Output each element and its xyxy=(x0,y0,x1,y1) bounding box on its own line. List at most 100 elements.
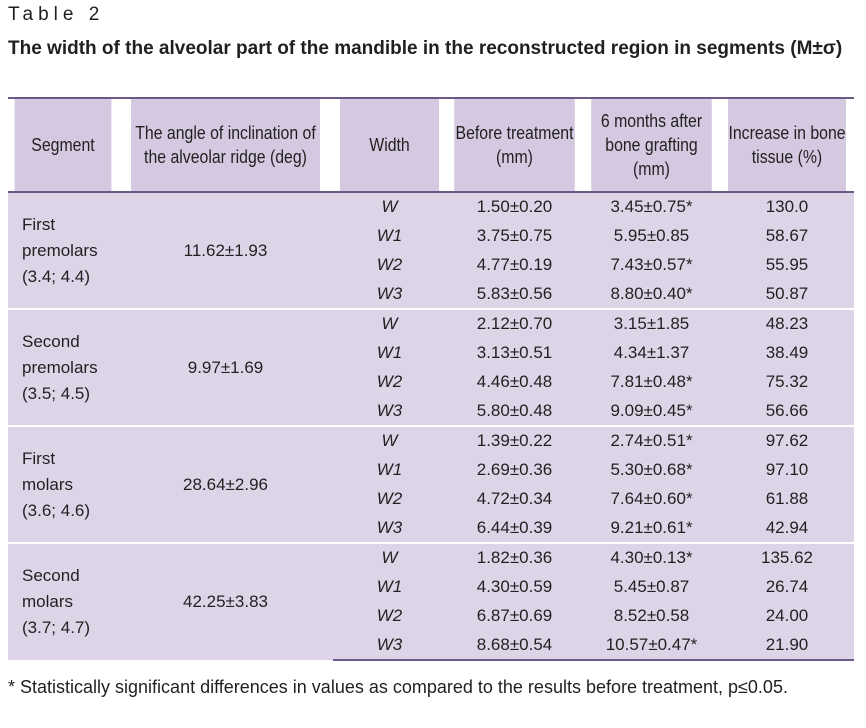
after-cell: 7.43±0.57* xyxy=(583,250,720,280)
segment-code: (3.6; 4.6) xyxy=(22,500,91,520)
width-cell: W3 xyxy=(333,630,446,661)
increase-cell: 97.10 xyxy=(720,455,854,485)
angle-cell: 28.64±2.96 xyxy=(118,425,333,543)
after-cell: 5.95±0.85 xyxy=(583,221,720,251)
segment-name: Second molars xyxy=(22,566,80,611)
after-cell: 3.15±1.85 xyxy=(583,308,720,339)
column-header-before: Before treatment (mm) xyxy=(454,98,575,192)
table-row: W1 3.75±0.75 5.95±0.85 58.67 xyxy=(8,221,854,251)
angle-cell: 42.25±3.83 xyxy=(118,542,333,660)
footnote: * Statistically significant differences … xyxy=(8,677,788,697)
table-row: Second molars (3.7; 4.7) 42.25±3.83 W 1.82±0… xyxy=(8,542,854,660)
data-table: Segment The angle of inclination of the … xyxy=(8,97,854,661)
before-cell: 4.77±0.19 xyxy=(446,250,583,280)
table-row: First molars (3.6; 4.6) 28.64±2.96 W 1.39±0.… xyxy=(8,425,854,543)
table-row: W1 2.69±0.36 5.30±0.68* 97.10 xyxy=(8,455,854,485)
increase-cell: 61.88 xyxy=(720,484,854,514)
width-cell: W2 xyxy=(333,601,446,631)
after-cell: 5.30±0.68* xyxy=(583,455,720,485)
column-header-width: Width xyxy=(339,98,440,192)
table-row: W2 4.46±0.48 7.81±0.48* 75.32 xyxy=(8,367,854,397)
table-row: W3 6.44±0.39 9.21±0.61* 42.94 xyxy=(8,513,854,543)
width-cell: W1 xyxy=(333,221,446,251)
table-row: W3 5.83±0.56 8.80±0.40* 50.87 xyxy=(8,279,854,309)
increase-cell: 130.0 xyxy=(720,192,854,222)
increase-cell: 55.95 xyxy=(720,250,854,280)
increase-cell: 38.49 xyxy=(720,338,854,368)
before-cell: 8.68±0.54 xyxy=(446,630,583,661)
angle-cell: 11.62±1.93 xyxy=(118,192,333,309)
increase-cell: 48.23 xyxy=(720,308,854,339)
before-cell: 2.12±0.70 xyxy=(446,308,583,339)
width-cell: W xyxy=(333,308,446,339)
table-row: W2 4.72±0.34 7.64±0.60* 61.88 xyxy=(8,484,854,514)
segment-name: Second premolars xyxy=(22,331,98,377)
table-row: W1 3.13±0.51 4.34±1.37 38.49 xyxy=(8,338,854,368)
table-body: First premolars (3.4; 4.4) 11.62±1.93 W 1.50… xyxy=(8,192,854,661)
width-cell: W3 xyxy=(333,279,446,309)
before-cell: 1.50±0.20 xyxy=(446,192,583,222)
width-cell: W2 xyxy=(333,250,446,280)
width-cell: W xyxy=(333,425,446,456)
segment-code: (3.4; 4.4) xyxy=(22,266,91,286)
before-cell: 4.72±0.34 xyxy=(446,484,583,514)
width-cell: W1 xyxy=(333,338,446,368)
segment-name: First premolars xyxy=(22,214,98,260)
after-cell: 2.74±0.51* xyxy=(583,425,720,456)
increase-cell: 135.62 xyxy=(720,542,854,573)
after-cell: 9.09±0.45* xyxy=(583,396,720,426)
table-row: W3 8.68±0.54 10.57±0.47* 21.90 xyxy=(8,630,854,661)
before-cell: 4.46±0.48 xyxy=(446,367,583,397)
before-cell: 3.75±0.75 xyxy=(446,221,583,251)
after-cell: 3.45±0.75* xyxy=(583,192,720,222)
column-header-increase: Increase in bone tissue (%) xyxy=(728,98,846,192)
increase-cell: 42.94 xyxy=(720,513,854,543)
after-cell: 8.52±0.58 xyxy=(583,601,720,631)
before-cell: 6.87±0.69 xyxy=(446,601,583,631)
width-cell: W xyxy=(333,542,446,573)
segment-code: (3.5; 4.5) xyxy=(22,383,91,403)
increase-cell: 24.00 xyxy=(720,601,854,631)
increase-cell: 50.87 xyxy=(720,279,854,309)
table-row: W2 4.77±0.19 7.43±0.57* 55.95 xyxy=(8,250,854,280)
before-cell: 6.44±0.39 xyxy=(446,513,583,543)
before-cell: 1.82±0.36 xyxy=(446,542,583,573)
after-cell: 9.21±0.61* xyxy=(583,513,720,543)
before-cell: 1.39±0.22 xyxy=(446,425,583,456)
increase-cell: 97.62 xyxy=(720,425,854,456)
table-label: Table 2 xyxy=(8,4,105,25)
before-cell: 4.30±0.59 xyxy=(446,572,583,602)
before-cell: 5.83±0.56 xyxy=(446,279,583,309)
before-cell: 3.13±0.51 xyxy=(446,338,583,368)
table-row: Second premolars (3.5; 4.5) 9.97±1.69 W 2.12… xyxy=(8,308,854,426)
increase-cell: 58.67 xyxy=(720,221,854,251)
table-header: Segment The angle of inclination of the … xyxy=(8,98,854,192)
segment-cell: First molars (3.6; 4.6) xyxy=(8,425,118,543)
column-header-angle: The angle of inclination of the alveolar… xyxy=(130,98,321,192)
width-cell: W2 xyxy=(333,367,446,397)
increase-cell: 56.66 xyxy=(720,396,854,426)
segment-cell: Second premolars (3.5; 4.5) xyxy=(8,308,118,426)
header-row: Segment The angle of inclination of the … xyxy=(8,98,854,192)
width-cell: W xyxy=(333,192,446,222)
after-cell: 10.57±0.47* xyxy=(583,630,720,661)
width-cell: W1 xyxy=(333,455,446,485)
after-cell: 4.34±1.37 xyxy=(583,338,720,368)
width-cell: W2 xyxy=(333,484,446,514)
angle-cell: 9.97±1.69 xyxy=(118,308,333,426)
increase-cell: 75.32 xyxy=(720,367,854,397)
table-row: W2 6.87±0.69 8.52±0.58 24.00 xyxy=(8,601,854,631)
column-header-after: 6 months after bone grafting (mm) xyxy=(591,98,712,192)
segment-code: (3.7; 4.7) xyxy=(22,618,91,637)
segment-cell: First premolars (3.4; 4.4) xyxy=(8,192,118,309)
before-cell: 2.69±0.36 xyxy=(446,455,583,485)
after-cell: 8.80±0.40* xyxy=(583,279,720,309)
column-header-segment: Segment xyxy=(14,98,112,192)
after-cell: 4.30±0.13* xyxy=(583,542,720,573)
after-cell: 7.81±0.48* xyxy=(583,367,720,397)
width-cell: W1 xyxy=(333,572,446,602)
after-cell: 7.64±0.60* xyxy=(583,484,720,514)
segment-cell: Second molars (3.7; 4.7) xyxy=(8,542,118,660)
increase-cell: 21.90 xyxy=(720,630,854,661)
width-cell: W3 xyxy=(333,396,446,426)
